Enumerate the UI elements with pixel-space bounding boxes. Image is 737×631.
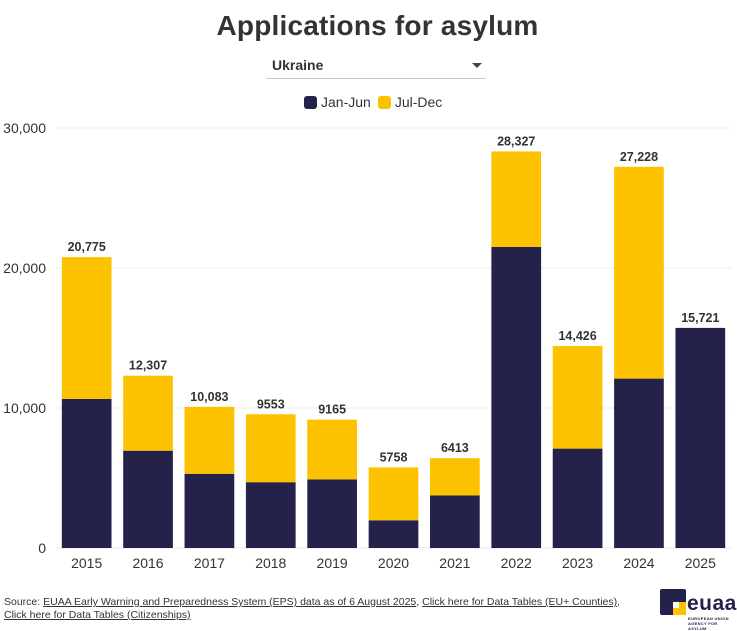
legend-label-jan-jun: Jan-Jun (321, 94, 371, 110)
bar-jan-jun-2020 (368, 520, 419, 548)
bar-jul-dec-2016 (123, 375, 173, 451)
legend-item-jul-dec[interactable]: Jul-Dec (377, 94, 443, 110)
euaa-logo: euaa EUROPEAN UNION AGENCY FOR ASYLUM (660, 589, 737, 631)
bar-jan-jun-2015 (61, 398, 112, 548)
bar-jul-dec-2022 (491, 151, 542, 247)
x-tick-label: 2019 (317, 555, 348, 571)
bar-jan-jun-2019 (307, 479, 357, 548)
source-separator: , (416, 596, 423, 608)
bar-jan-jun-2021 (430, 495, 480, 548)
euaa-logo-icon (660, 589, 686, 615)
legend-label-jul-dec: Jul-Dec (394, 94, 443, 110)
bar-jul-dec-2021 (430, 458, 480, 496)
legend-swatch-jan-jun (304, 95, 317, 109)
source-note: Source: EUAA Early Warning and Preparedn… (4, 596, 644, 622)
legend-item-jan-jun[interactable]: Jan-Jun (304, 94, 371, 110)
legend: Jan-Jun Jul-Dec (304, 93, 449, 111)
x-tick-label: 2020 (378, 555, 409, 571)
bar-jul-dec-2019 (307, 419, 357, 480)
data-label: 6413 (441, 441, 469, 455)
bar-chart: 0 10,000 20,000 30,000 20,775 2015 12,307 2016 1… (3, 120, 731, 571)
bar-jul-dec-2024 (614, 166, 664, 379)
bar-jul-dec-2017 (184, 406, 235, 474)
chevron-down-icon (472, 63, 482, 68)
data-tables-citizenships-link[interactable]: Click here for Data Tables (Citizenships… (4, 609, 191, 621)
euaa-logo-line1: EUROPEAN UNION (688, 616, 729, 621)
bar-jul-dec-2018 (245, 414, 296, 483)
bar-jan-jun-2017 (184, 473, 235, 548)
x-tick-label: 2025 (685, 555, 716, 571)
y-tick-label: 0 (38, 540, 46, 556)
data-label: 9553 (257, 397, 285, 411)
data-label: 12,307 (129, 359, 167, 373)
bar-jul-dec-2020 (368, 467, 419, 521)
x-tick-label: 2022 (501, 555, 532, 571)
y-tick-label: 30,000 (3, 120, 46, 136)
data-tables-countries-link[interactable]: Click here for Data Tables (EU+ Counties… (422, 596, 618, 608)
x-tick-label: 2018 (255, 555, 286, 571)
y-tick-label: 20,000 (3, 260, 46, 276)
euaa-logo-wordmark: euaa (687, 592, 737, 615)
bar-jan-jun-2018 (245, 482, 296, 548)
source-prefix: Source: (4, 596, 44, 608)
legend-swatch-jul-dec (377, 95, 391, 109)
country-select-value: Ukraine (272, 57, 324, 73)
x-tick-label: 2023 (562, 555, 593, 571)
x-tick-label: 2015 (71, 555, 102, 571)
bar-jan-jun-2022 (491, 247, 542, 548)
x-tick-label: 2021 (439, 555, 470, 571)
data-label: 20,775 (68, 240, 106, 254)
chart-title: Applications for asylum (216, 10, 539, 41)
data-label: 5758 (380, 450, 408, 464)
y-tick-label: 10,000 (3, 400, 46, 416)
country-select[interactable]: Ukraine (266, 53, 486, 79)
data-label: 28,327 (497, 134, 535, 148)
data-label: 10,083 (190, 390, 228, 404)
x-tick-label: 2016 (132, 555, 163, 571)
x-tick-label: 2017 (194, 555, 225, 571)
eps-data-link[interactable]: EUAA Early Warning and Preparedness Syst… (43, 596, 417, 608)
data-label: 15,721 (681, 311, 719, 325)
source-separator-2: , (617, 596, 621, 608)
bar-jan-jun-2025 (675, 327, 726, 548)
bar-jul-dec-2015 (61, 257, 112, 399)
data-label: 9165 (318, 403, 346, 417)
data-label: 14,426 (558, 329, 596, 343)
bar-jan-jun-2016 (123, 450, 173, 548)
bar-jan-jun-2023 (552, 448, 603, 548)
bar-jul-dec-2023 (552, 346, 603, 449)
bar-jan-jun-2024 (614, 378, 664, 548)
data-label: 27,228 (620, 150, 658, 164)
x-tick-label: 2024 (623, 555, 654, 571)
euaa-logo-line2: AGENCY FOR ASYLUM (688, 621, 718, 631)
